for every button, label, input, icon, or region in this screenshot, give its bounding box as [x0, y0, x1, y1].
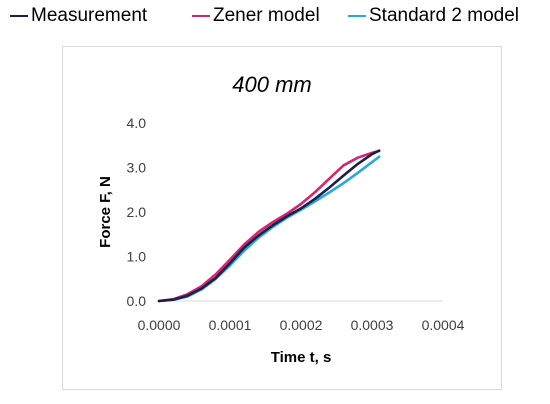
legend-swatch-standard-2-model: [348, 15, 366, 17]
x-tick-label: 0.0000: [138, 317, 181, 333]
plot-layer: 0.0 1.0 2.0 3.0 4.0 0.0000 0.0001 0.0002 0.0003 0…: [97, 72, 465, 366]
x-axis-title: Time t, s: [271, 349, 332, 366]
series-line-measurement: [157, 149, 381, 303]
chart-legend: Measurement Zener model Standard 2 model: [0, 0, 550, 32]
series-line-zener-model: [157, 149, 381, 303]
legend-label-measurement: Measurement: [31, 5, 148, 26]
legend-label-zener-model: Zener model: [213, 5, 320, 26]
x-tick-label: 0.0001: [209, 317, 252, 333]
y-tick-label: 0.0: [127, 293, 147, 309]
legend-item-standard-2-model: Standard 2 model: [348, 6, 519, 26]
legend-item-measurement: Measurement: [10, 6, 147, 26]
y-tick-label: 4.0: [127, 115, 147, 131]
chart-title: 400 mm: [232, 72, 311, 97]
y-tick-label: 3.0: [127, 160, 147, 176]
legend-item-zener-model: Zener model: [192, 6, 320, 26]
x-tick-label: 0.0003: [351, 317, 394, 333]
y-axis-title: Force F, N: [97, 176, 114, 248]
x-tick-label: 0.0002: [280, 317, 323, 333]
x-tick-label: 0.0004: [422, 317, 465, 333]
y-tick-label: 1.0: [127, 249, 147, 265]
legend-swatch-measurement: [10, 15, 28, 17]
legend-label-standard-2-model: Standard 2 model: [369, 5, 519, 26]
y-tick-label: 2.0: [127, 204, 147, 220]
legend-swatch-zener-model: [192, 15, 210, 17]
